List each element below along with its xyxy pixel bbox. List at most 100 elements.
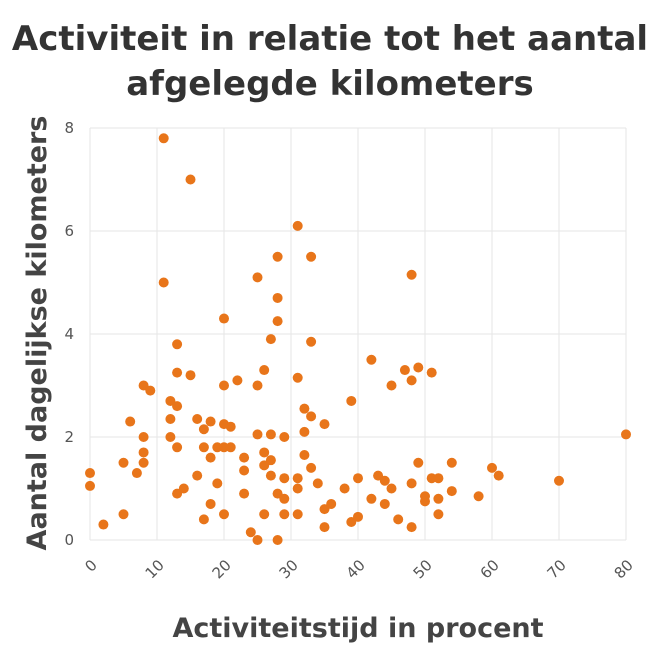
data-point bbox=[386, 483, 397, 494]
data-point bbox=[406, 375, 417, 386]
x-tick-label: 40 bbox=[343, 556, 369, 582]
data-point bbox=[306, 462, 317, 473]
y-tick-label: 6 bbox=[64, 222, 74, 240]
data-point bbox=[158, 277, 169, 288]
y-tick-label: 2 bbox=[64, 428, 74, 446]
data-point bbox=[265, 429, 276, 440]
data-point bbox=[406, 478, 417, 489]
x-tick-label: 60 bbox=[477, 556, 503, 582]
data-point bbox=[252, 535, 263, 545]
data-point bbox=[265, 334, 276, 345]
data-point bbox=[279, 509, 290, 520]
data-point bbox=[192, 470, 203, 481]
data-point bbox=[158, 133, 169, 144]
data-point bbox=[554, 475, 564, 486]
data-point bbox=[292, 473, 303, 484]
data-point bbox=[299, 426, 310, 437]
data-point bbox=[131, 468, 142, 479]
data-point bbox=[198, 442, 209, 453]
y-axis-label: Aantal dagelijkse kilometers bbox=[22, 116, 53, 551]
data-point bbox=[172, 442, 183, 453]
data-point bbox=[386, 380, 397, 391]
data-point bbox=[219, 509, 229, 520]
data-point bbox=[259, 365, 270, 376]
data-point bbox=[272, 251, 283, 262]
x-tick-label: 50 bbox=[410, 556, 436, 582]
data-point bbox=[379, 475, 390, 486]
data-point bbox=[446, 486, 457, 497]
data-point bbox=[225, 421, 236, 432]
data-point bbox=[265, 470, 276, 481]
data-point bbox=[339, 483, 350, 494]
data-point bbox=[198, 514, 209, 525]
data-point bbox=[198, 424, 209, 435]
data-point bbox=[252, 380, 263, 391]
data-point bbox=[85, 468, 95, 479]
data-point bbox=[413, 362, 424, 373]
data-point bbox=[225, 442, 236, 453]
x-tick-label: 20 bbox=[209, 556, 235, 582]
data-point bbox=[185, 174, 196, 185]
data-point bbox=[259, 509, 270, 520]
x-tick-label: 0 bbox=[81, 556, 100, 575]
x-tick-label: 10 bbox=[142, 556, 168, 582]
data-point bbox=[272, 316, 283, 327]
data-point bbox=[219, 380, 229, 391]
y-tick-label: 4 bbox=[64, 325, 74, 343]
data-point bbox=[219, 313, 229, 324]
data-point bbox=[272, 535, 283, 545]
data-point bbox=[299, 403, 310, 414]
data-point bbox=[399, 365, 410, 376]
data-point bbox=[493, 470, 504, 481]
data-point bbox=[433, 509, 444, 520]
data-point bbox=[138, 447, 149, 458]
x-axis-ticks: 0 10 20 30 40 50 60 70 80 bbox=[81, 556, 636, 582]
y-tick-label: 8 bbox=[64, 119, 74, 137]
data-point bbox=[259, 447, 270, 458]
chart-title-line-1: Activiteit in relatie tot het aantal bbox=[12, 19, 648, 59]
data-point bbox=[118, 509, 129, 520]
data-point bbox=[292, 372, 303, 383]
data-point bbox=[279, 432, 290, 442]
grid bbox=[89, 127, 627, 541]
data-point bbox=[145, 385, 156, 396]
data-point bbox=[138, 432, 149, 442]
data-point bbox=[98, 519, 109, 530]
data-point bbox=[306, 251, 317, 262]
chart-title: Activiteit in relatie tot het aantal afg… bbox=[12, 19, 648, 104]
data-point bbox=[272, 292, 283, 303]
data-points bbox=[85, 133, 631, 545]
data-point bbox=[346, 395, 357, 406]
data-point bbox=[292, 509, 303, 520]
data-point bbox=[319, 419, 330, 430]
data-point bbox=[299, 450, 310, 461]
data-point bbox=[239, 452, 250, 463]
data-point bbox=[312, 478, 323, 489]
data-point bbox=[165, 413, 176, 424]
data-point bbox=[165, 432, 176, 442]
data-point bbox=[433, 493, 444, 504]
data-point bbox=[239, 488, 250, 499]
data-point bbox=[185, 370, 196, 381]
data-point bbox=[279, 473, 290, 484]
data-point bbox=[85, 480, 95, 491]
x-tick-label: 30 bbox=[276, 556, 302, 582]
data-point bbox=[279, 493, 290, 504]
data-point bbox=[366, 493, 377, 504]
data-point bbox=[172, 401, 183, 412]
data-point bbox=[172, 339, 183, 350]
data-point bbox=[306, 411, 317, 422]
data-point bbox=[406, 269, 417, 280]
data-point bbox=[172, 367, 183, 378]
data-point bbox=[192, 413, 203, 424]
data-point bbox=[473, 491, 484, 502]
data-point bbox=[205, 416, 216, 427]
data-point bbox=[205, 498, 216, 509]
data-point bbox=[420, 496, 430, 507]
data-point bbox=[353, 511, 363, 522]
data-point bbox=[212, 478, 223, 489]
data-point bbox=[205, 452, 216, 463]
data-point bbox=[446, 457, 457, 468]
data-point bbox=[252, 272, 263, 283]
